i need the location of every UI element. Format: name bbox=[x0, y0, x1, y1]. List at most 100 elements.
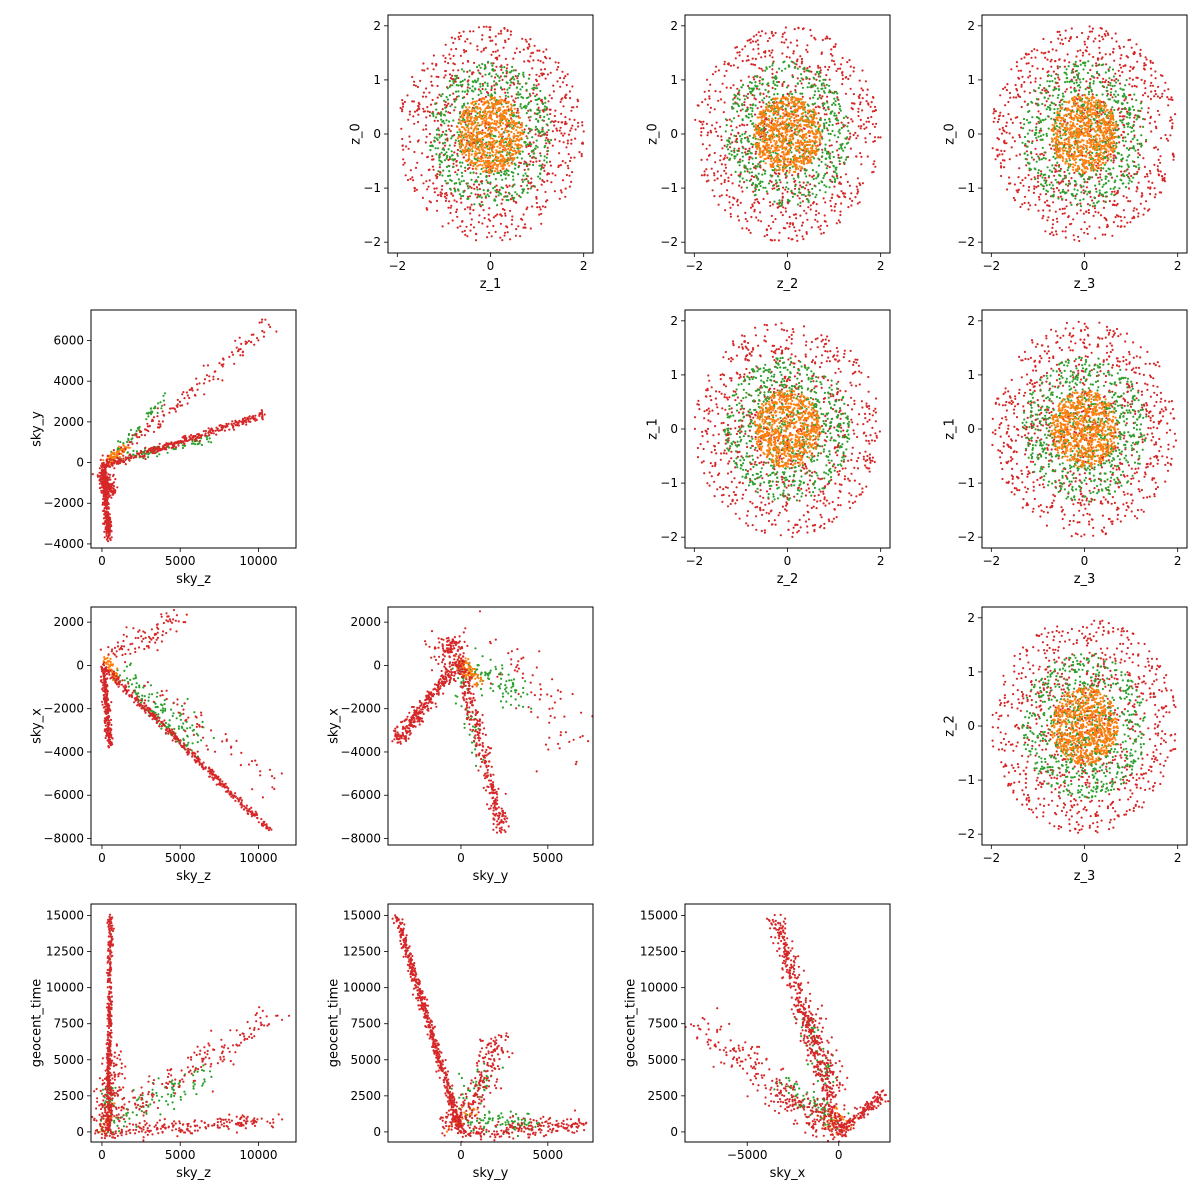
point bbox=[494, 214, 497, 217]
point bbox=[789, 148, 792, 151]
point bbox=[515, 193, 519, 196]
point bbox=[1105, 63, 1108, 66]
point bbox=[493, 145, 496, 149]
point bbox=[839, 213, 842, 217]
point bbox=[459, 54, 462, 58]
point bbox=[795, 98, 798, 101]
point bbox=[1035, 139, 1039, 142]
point bbox=[818, 94, 822, 97]
point bbox=[431, 155, 434, 158]
point bbox=[443, 103, 446, 106]
point bbox=[535, 118, 538, 121]
point bbox=[780, 126, 783, 129]
point bbox=[1052, 118, 1056, 121]
point bbox=[488, 174, 491, 177]
point bbox=[741, 123, 744, 126]
point bbox=[555, 127, 558, 130]
point bbox=[525, 40, 528, 43]
point bbox=[722, 111, 725, 114]
point bbox=[514, 152, 517, 155]
point bbox=[474, 239, 478, 242]
point bbox=[735, 140, 738, 143]
point bbox=[466, 102, 469, 105]
point bbox=[512, 111, 516, 114]
point bbox=[770, 180, 773, 183]
point bbox=[472, 226, 476, 229]
point bbox=[805, 156, 809, 159]
point bbox=[432, 54, 435, 57]
point bbox=[561, 81, 565, 84]
point bbox=[527, 103, 530, 106]
point bbox=[491, 143, 494, 146]
point bbox=[487, 94, 490, 97]
point bbox=[733, 157, 736, 160]
point bbox=[795, 63, 798, 66]
point bbox=[778, 160, 781, 163]
point bbox=[486, 135, 489, 139]
point bbox=[744, 45, 747, 48]
point bbox=[835, 122, 838, 125]
point bbox=[492, 112, 495, 115]
point bbox=[477, 111, 481, 114]
point bbox=[823, 220, 826, 223]
point bbox=[504, 163, 507, 166]
y-tick-label: 1 bbox=[373, 73, 381, 87]
point bbox=[465, 111, 468, 115]
point bbox=[754, 165, 757, 168]
point bbox=[777, 132, 781, 135]
point bbox=[749, 106, 752, 109]
point bbox=[559, 76, 562, 80]
point bbox=[809, 121, 812, 124]
point bbox=[748, 134, 751, 137]
point bbox=[494, 35, 497, 38]
point bbox=[840, 146, 843, 149]
point bbox=[783, 41, 786, 44]
point bbox=[490, 62, 493, 65]
point bbox=[730, 105, 734, 108]
point bbox=[828, 186, 831, 189]
point bbox=[800, 57, 804, 61]
point bbox=[500, 214, 503, 217]
point bbox=[1032, 158, 1035, 161]
point bbox=[456, 154, 459, 157]
point bbox=[806, 109, 810, 112]
point bbox=[536, 49, 539, 52]
point bbox=[535, 98, 539, 101]
point bbox=[783, 128, 786, 131]
point bbox=[799, 102, 803, 105]
point bbox=[467, 122, 470, 125]
point bbox=[469, 119, 472, 122]
point bbox=[750, 113, 753, 116]
point bbox=[809, 97, 812, 100]
point bbox=[467, 157, 470, 160]
point bbox=[437, 170, 440, 173]
point bbox=[469, 131, 472, 134]
point bbox=[401, 102, 404, 105]
point bbox=[1130, 174, 1133, 178]
point bbox=[399, 106, 402, 110]
point bbox=[462, 49, 466, 52]
point bbox=[501, 198, 504, 201]
point bbox=[873, 160, 876, 163]
point bbox=[466, 206, 469, 209]
point bbox=[469, 229, 472, 232]
point bbox=[450, 192, 453, 196]
point bbox=[861, 89, 865, 92]
point bbox=[511, 185, 514, 188]
point bbox=[563, 132, 566, 135]
point bbox=[807, 82, 811, 85]
point bbox=[836, 96, 839, 99]
point bbox=[1057, 189, 1060, 192]
point bbox=[1146, 175, 1149, 178]
point bbox=[495, 195, 498, 198]
point bbox=[506, 156, 510, 159]
point bbox=[786, 181, 789, 184]
point bbox=[473, 79, 476, 82]
point bbox=[507, 169, 510, 172]
point bbox=[504, 148, 507, 151]
point bbox=[741, 83, 745, 86]
point bbox=[793, 28, 796, 31]
point bbox=[778, 178, 781, 182]
point bbox=[804, 172, 807, 175]
